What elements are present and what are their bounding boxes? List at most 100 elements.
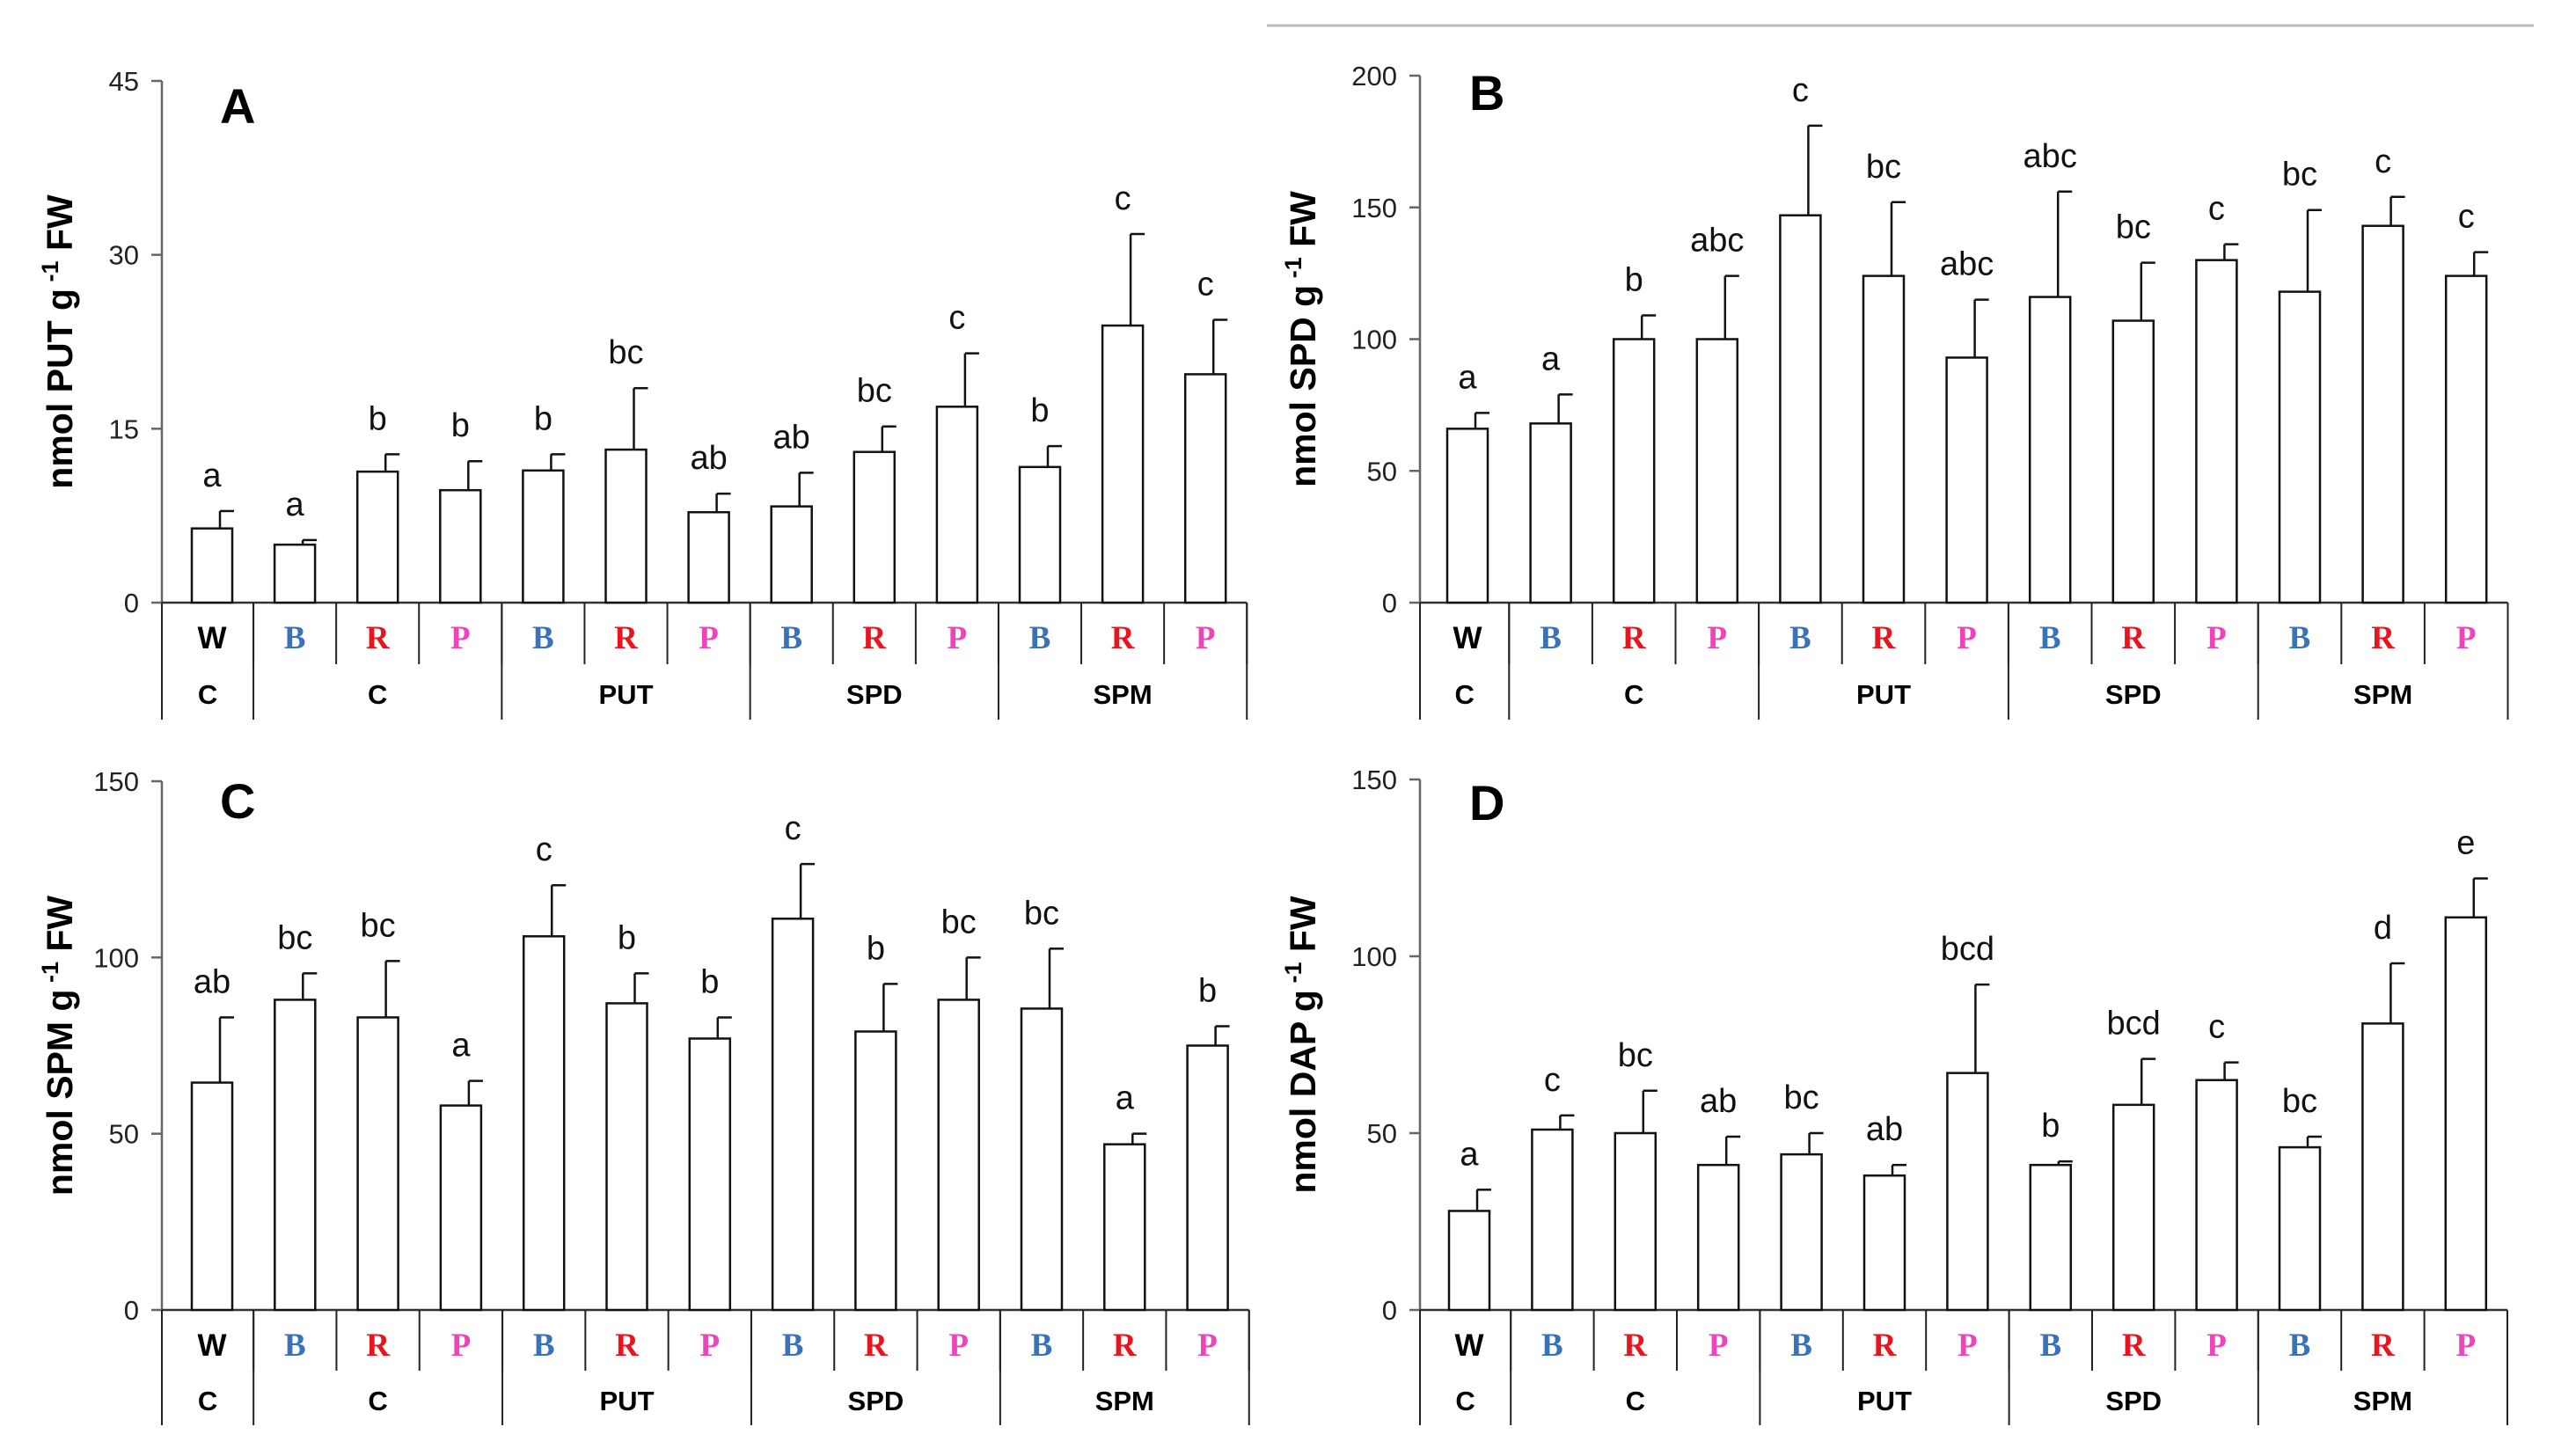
significance-label: bc [2282, 157, 2317, 194]
y-axis-title-main: nmol PUT g [40, 289, 80, 489]
significance-label: bc [2116, 209, 2151, 246]
significance-label: b [451, 407, 470, 444]
light-category-label: R [366, 620, 391, 656]
light-category-label: B [1541, 1328, 1563, 1364]
light-category-label: R [366, 1328, 391, 1364]
significance-label: b [2041, 1108, 2060, 1145]
significance-label: b [1625, 262, 1643, 299]
significance-label: ab [1700, 1083, 1737, 1120]
y-axis-title-tail: FW [1283, 896, 1323, 962]
light-category-label: B [284, 1328, 306, 1364]
light-category-label: R [1111, 620, 1136, 656]
significance-label: b [534, 400, 553, 437]
y-axis-title-main: nmol DAP g [1283, 990, 1323, 1194]
bar [604, 448, 648, 604]
significance-label: c [1792, 72, 1809, 109]
bar [1101, 324, 1145, 604]
significance-label: bc [1024, 895, 1059, 932]
significance-label: b [1030, 392, 1049, 429]
y-axis-title-main: nmol SPM g [40, 990, 80, 1196]
y-tick-label: 50 [109, 1119, 139, 1150]
bar [2028, 296, 2072, 604]
bar [771, 918, 815, 1312]
light-category-label: W [1454, 1328, 1483, 1363]
treatment-group-label: SPD [2105, 679, 2162, 710]
y-tick-label: 100 [93, 942, 139, 973]
treatment-group-label: C [368, 679, 387, 710]
bar [2195, 259, 2238, 604]
light-category-label: R [1113, 1328, 1138, 1364]
bar [2111, 1103, 2155, 1312]
light-category-label: W [197, 1328, 226, 1363]
significance-label: bcd [1941, 931, 1994, 968]
bar [1529, 422, 1572, 604]
significance-label: abc [1940, 246, 1994, 283]
light-category-label: B [1029, 620, 1051, 656]
light-category-label: B [2289, 1328, 2311, 1364]
bar [190, 1081, 234, 1312]
light-category-label: P [1709, 1328, 1729, 1364]
light-category-label: R [614, 620, 639, 656]
treatment-group-label: SPD [2105, 1386, 2162, 1416]
y-axis-title: nmol SPM g -1 FW [37, 896, 80, 1196]
y-axis-title-superscript: -1 [1280, 962, 1306, 991]
light-category-label: P [2206, 1328, 2227, 1364]
light-category-label: B [2039, 1328, 2061, 1364]
light-category-label: R [2371, 1328, 2396, 1364]
light-category-label: P [699, 1328, 720, 1364]
light-category-label: B [2039, 620, 2061, 656]
light-category-label: B [1790, 1328, 1812, 1364]
bar [439, 1104, 483, 1312]
light-category-label: B [780, 620, 802, 656]
bar [274, 999, 317, 1312]
light-category-label: R [1872, 620, 1897, 656]
panel-letter-label: D [1469, 775, 1504, 830]
y-tick-label: 45 [109, 66, 139, 97]
significance-label: c [1115, 180, 1131, 217]
y-tick-label: 50 [1367, 1118, 1397, 1149]
y-axis-title-tail: FW [1283, 191, 1323, 257]
bar [853, 450, 896, 604]
bar [522, 935, 566, 1312]
bar [356, 1016, 399, 1312]
bar [1695, 338, 1739, 604]
bar [935, 406, 979, 604]
significance-label: a [1116, 1080, 1135, 1117]
bar [854, 1030, 897, 1312]
light-category-label: P [1197, 1328, 1218, 1364]
light-category-label: B [1540, 620, 1562, 656]
significance-label: bc [608, 334, 643, 371]
y-tick-label: 50 [1367, 456, 1397, 487]
treatment-group-label: C [1455, 1386, 1475, 1416]
light-category-label: R [615, 1328, 640, 1364]
bar [2361, 1022, 2404, 1312]
bar [1020, 1007, 1064, 1312]
significance-label: e [2456, 825, 2475, 862]
significance-label: a [1460, 1136, 1479, 1173]
y-tick-label: 0 [1382, 1295, 1397, 1326]
light-category-label: P [1707, 620, 1727, 656]
significance-label: c [2208, 191, 2225, 228]
bar [1862, 274, 1906, 604]
bar [937, 999, 980, 1312]
bar [688, 1037, 732, 1312]
y-axis-title-tail: FW [40, 896, 80, 962]
bar [1696, 1163, 1740, 1312]
light-category-label: B [533, 1328, 555, 1364]
light-category-label: P [1958, 1328, 1978, 1364]
y-axis-title-tail: FW [40, 194, 80, 260]
bar [1186, 1044, 1229, 1312]
light-category-label: W [197, 621, 226, 655]
y-tick-label: 15 [109, 413, 139, 444]
light-category-label: R [1873, 1328, 1898, 1364]
significance-label: a [202, 457, 222, 494]
significance-label: ab [1866, 1111, 1903, 1148]
light-category-label: R [1622, 620, 1647, 656]
significance-label: abc [1690, 223, 1744, 260]
significance-label: c [1544, 1062, 1561, 1099]
significance-label: c [2208, 1009, 2225, 1046]
significance-label: bcd [2107, 1006, 2161, 1043]
